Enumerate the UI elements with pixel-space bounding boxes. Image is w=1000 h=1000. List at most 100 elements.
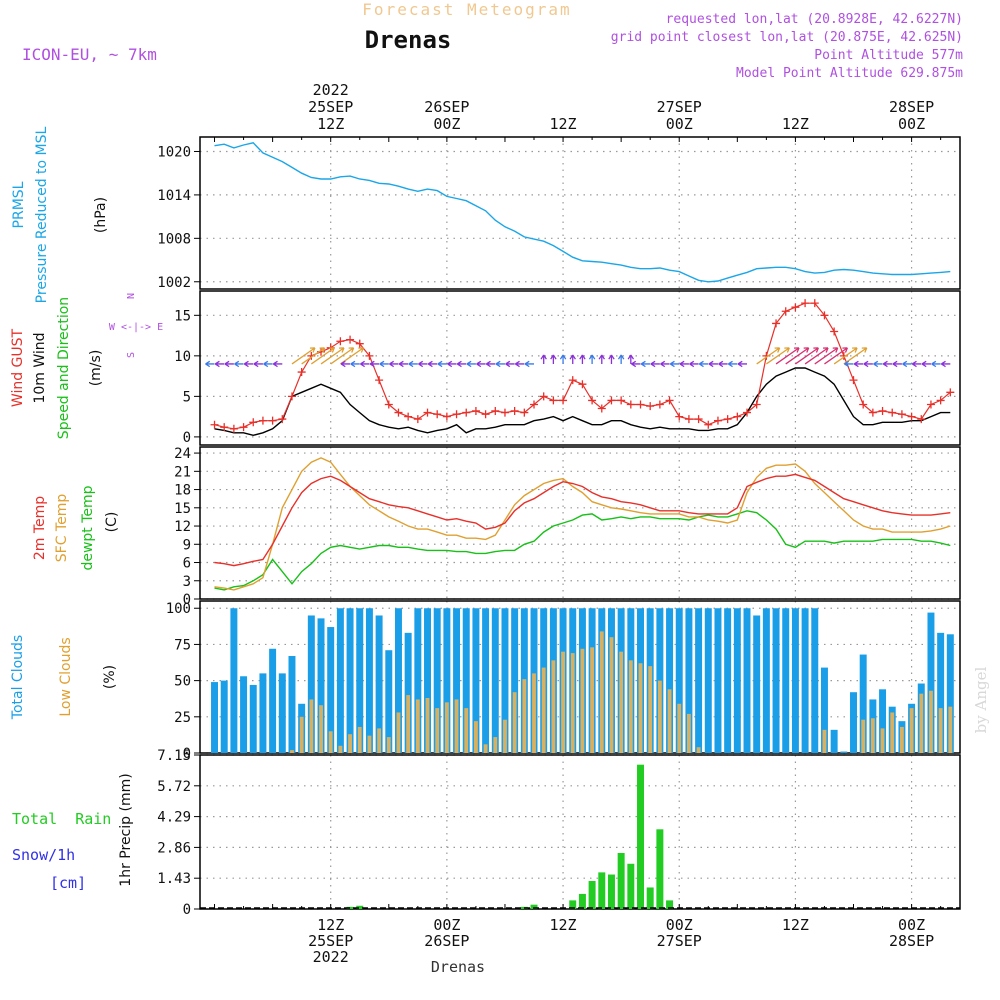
wind-gust-marker [384,400,393,409]
wind-gust-marker [646,402,655,411]
total-cloud-bar [240,676,248,753]
y-tick-label: 100 [166,601,191,617]
wind-direction-arrow [398,360,409,368]
wind-gust-marker [258,416,267,425]
wind-gust-line [214,302,951,430]
total-cloud-bar [811,608,819,753]
wind-direction-arrow [320,347,345,365]
low-cloud-bar [919,693,924,753]
total-cloud-bar [724,608,732,753]
t2m-line [214,473,951,567]
p3-unit: (C) [104,512,120,533]
location-title: Drenas [365,26,452,54]
bottom-time-label: 25SEP [308,932,353,950]
wind-direction-arrow [756,347,781,365]
wind-direction-arrow [727,360,738,368]
low-cloud-bar [415,699,420,753]
wind-direction-arrow [559,354,567,364]
low-cloud-bar [299,716,304,753]
wind-gust-marker [481,410,490,419]
low-cloud-bar [628,660,633,753]
top-time-label: 00Z [433,115,460,133]
y-tick-label: 4.29 [157,810,191,826]
precip-bar [627,863,635,909]
plot-layer: 1002100810141020051015036912151821240255… [157,81,961,966]
y-tick-label: 5 [183,389,191,405]
wind-gust-marker [433,410,442,419]
wind-gust-marker [743,408,752,417]
p3-dew-label: dewpt Temp [80,485,96,570]
y-tick-label: 7.15 [157,748,191,764]
point-altitude: Point Altitude 577m [814,48,963,63]
low-cloud-bar [899,726,904,753]
wind-direction-arrow [427,360,438,368]
p5-rain-label: Total Rain [12,810,111,828]
wind-direction-arrow [263,360,273,368]
p2-unit: (m/s) [88,350,104,387]
total-cloud-bar [346,608,354,753]
wind-gust-marker [520,408,529,417]
wind-gust-marker [500,408,509,417]
wind-direction-arrow [495,360,505,368]
total-cloud-bar [685,608,693,753]
wind-gust-marker [897,410,906,419]
low-cloud-bar [648,666,653,753]
wind-gust-marker [210,420,219,429]
wind-direction-arrow [524,360,535,368]
sfc-temp-line [214,457,951,591]
wind-direction-arrow [814,347,839,365]
low-cloud-bar [444,702,449,753]
wind-gust-marker [220,423,229,432]
wind-direction-arrow [679,360,689,368]
wind-gust-marker [752,400,761,409]
low-cloud-bar [454,699,459,753]
bottom-time-label: 12Z [782,916,809,934]
wind-gust-marker [849,376,858,385]
total-cloud-bar [336,608,344,753]
wind-direction-arrow [785,347,810,365]
low-cloud-bar [551,660,556,753]
low-cloud-bar [677,703,682,753]
top-time-label: 00Z [898,115,925,133]
requested-coordinates: requested lon,lat (20.8928E, 42.6227N) [666,12,963,27]
wind-gust-marker [394,408,403,417]
y-tick-label: 1008 [157,231,191,247]
total-cloud-bar [220,680,228,753]
wind-gust-marker [626,400,635,409]
total-cloud-bar [482,608,490,753]
wind-direction-arrow [853,360,864,368]
wind-gust-marker [365,351,374,360]
wind-direction-arrow [911,360,922,368]
low-cloud-bar [512,692,517,753]
wind-gust-marker [636,400,645,409]
precip-bar [578,893,586,909]
total-cloud-bar [462,608,470,753]
total-cloud-bar [443,608,451,753]
wind-gust-marker [355,339,364,348]
p3-sfc-label: SFC Temp [54,494,70,563]
wind-direction-arrow [631,360,641,368]
bottom-time-label: 00Z [898,916,925,934]
precip-bar [656,829,664,909]
wind-direction-arrow [882,360,893,368]
low-cloud-bar [909,708,914,753]
total-cloud-bar [666,608,674,753]
p1-unit: (hPa) [93,197,109,233]
low-cloud-bar [570,653,575,753]
wind-direction-arrow [892,360,902,368]
total-cloud-bar [491,608,499,753]
wind-gust-marker [859,400,868,409]
top-time-label: 28SEP [889,98,934,116]
low-cloud-bar [599,631,604,753]
wind-direction-arrow [437,360,447,368]
top-time-label: 12Z [782,115,809,133]
total-cloud-bar [211,682,219,753]
top-time-label: 25SEP [308,98,353,116]
low-cloud-bar [406,695,411,753]
low-cloud-bar [435,708,440,753]
wind-gust-marker [336,337,345,346]
wind-direction-arrow [640,360,651,368]
wind-gust-marker [510,406,519,415]
total-cloud-bar [714,608,722,753]
total-cloud-bar [414,608,422,753]
